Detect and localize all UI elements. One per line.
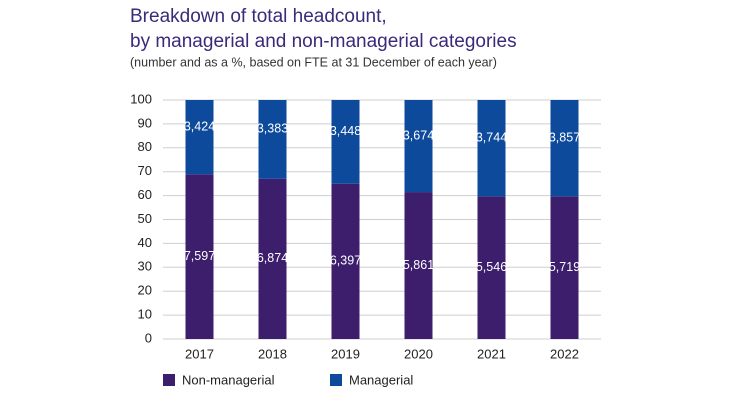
y-tick-label: 60 bbox=[138, 187, 152, 202]
chart-title: by managerial and non-managerial categor… bbox=[130, 31, 517, 52]
data-label: 3,383 bbox=[257, 122, 288, 136]
y-tick-label: 100 bbox=[130, 91, 152, 106]
data-label: 3,424 bbox=[184, 119, 215, 133]
bar-segment bbox=[258, 100, 287, 179]
data-label: 3,857 bbox=[549, 130, 580, 144]
chart-title: Breakdown of total headcount, bbox=[130, 6, 387, 27]
legend-swatch bbox=[163, 374, 175, 386]
y-tick-label: 80 bbox=[138, 139, 152, 154]
bar-segment bbox=[550, 196, 579, 339]
y-tick-label: 90 bbox=[138, 115, 152, 130]
data-label: 5,719 bbox=[549, 260, 580, 274]
bar-segment bbox=[477, 196, 506, 339]
bar-segment bbox=[258, 178, 287, 339]
bar-segment bbox=[331, 100, 360, 184]
legend-swatch bbox=[330, 374, 342, 386]
data-label: 3,448 bbox=[330, 124, 361, 138]
bar-segment bbox=[185, 100, 214, 175]
bar-segment bbox=[185, 174, 214, 339]
chart-subtitle: (number and as a %, based on FTE at 31 D… bbox=[130, 55, 497, 69]
y-tick-label: 0 bbox=[145, 330, 152, 345]
x-tick-label: 2019 bbox=[331, 346, 360, 361]
y-tick-label: 40 bbox=[138, 235, 152, 250]
bar-segment bbox=[550, 100, 579, 197]
bar-segment bbox=[404, 192, 433, 339]
x-tick-label: 2022 bbox=[550, 346, 579, 361]
bar-segment bbox=[477, 100, 506, 197]
data-label: 3,674 bbox=[403, 128, 434, 142]
data-label: 5,546 bbox=[476, 260, 507, 274]
legend-label: Non-managerial bbox=[182, 372, 275, 387]
data-label: 3,744 bbox=[476, 130, 507, 144]
x-tick-label: 2018 bbox=[258, 346, 287, 361]
data-label: 6,397 bbox=[330, 254, 361, 268]
legend-label: Managerial bbox=[349, 372, 413, 387]
y-tick-label: 70 bbox=[138, 163, 152, 178]
y-tick-label: 50 bbox=[138, 211, 152, 226]
x-tick-label: 2021 bbox=[477, 346, 506, 361]
bar-segment bbox=[331, 183, 360, 339]
y-tick-label: 10 bbox=[138, 307, 152, 322]
data-label: 5,861 bbox=[403, 258, 434, 272]
y-tick-label: 20 bbox=[138, 283, 152, 298]
data-label: 6,874 bbox=[257, 251, 288, 265]
bar-segment bbox=[404, 100, 433, 193]
data-label: 7,597 bbox=[184, 249, 215, 263]
x-tick-label: 2020 bbox=[404, 346, 433, 361]
x-tick-label: 2017 bbox=[185, 346, 214, 361]
y-tick-label: 30 bbox=[138, 259, 152, 274]
